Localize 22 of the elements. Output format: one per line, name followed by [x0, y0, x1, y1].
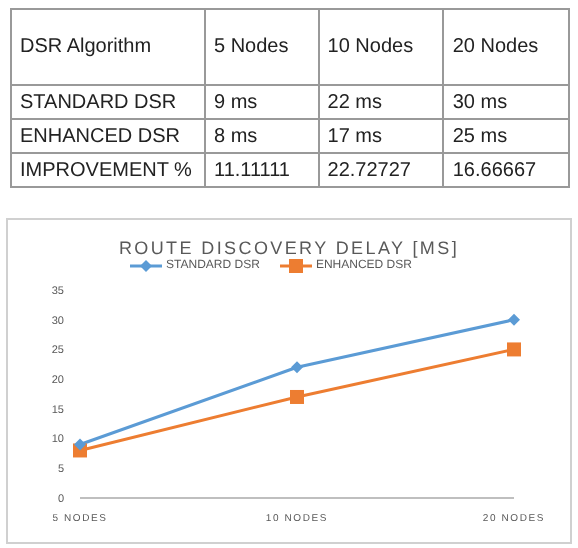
point	[507, 342, 521, 357]
text: 20 Nodes	[443, 9, 569, 85]
text: 9 ms	[205, 85, 319, 119]
text: 16.66667	[443, 153, 569, 187]
point	[290, 389, 304, 404]
text: STANDARD DSR	[20, 91, 177, 113]
text: 25 ms	[443, 119, 569, 153]
text: DSR Algorithm	[11, 9, 205, 85]
text: 30 ms	[443, 85, 569, 119]
text: 22 ms	[318, 85, 444, 119]
text: IMPROVEMENT %	[11, 153, 205, 187]
text: 10 Nodes	[318, 9, 444, 85]
text: 8 ms	[205, 119, 319, 153]
point	[291, 361, 303, 374]
chart-title: ROUTE DISCOVERY DELAY [MS]	[116, 238, 462, 258]
text: 22.72727	[318, 153, 444, 187]
text: 17 ms	[318, 119, 444, 153]
text: ENHANCED DSR	[20, 125, 181, 147]
point	[508, 313, 520, 326]
text: 11.11111	[205, 153, 319, 187]
text: 5 Nodes	[205, 9, 319, 85]
point	[74, 438, 86, 451]
